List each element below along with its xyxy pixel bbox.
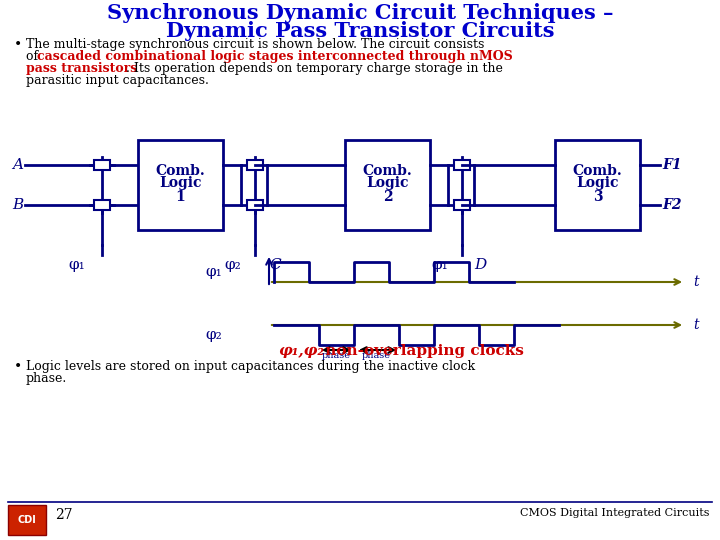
Text: Comb.: Comb. xyxy=(156,164,205,178)
Text: t: t xyxy=(693,318,698,332)
Text: CDI: CDI xyxy=(17,515,37,525)
Text: of: of xyxy=(26,50,42,63)
Text: . Its operation depends on temporary charge storage in the: . Its operation depends on temporary cha… xyxy=(126,62,503,75)
Text: Logic: Logic xyxy=(159,176,202,190)
Text: 3: 3 xyxy=(593,190,603,204)
Bar xyxy=(454,160,470,170)
Bar xyxy=(94,200,110,210)
Bar xyxy=(247,200,263,210)
Text: 1: 1 xyxy=(176,190,185,204)
Text: The multi-stage synchronous circuit is shown below. The circuit consists: The multi-stage synchronous circuit is s… xyxy=(26,38,485,51)
Text: non-overlapping clocks: non-overlapping clocks xyxy=(320,344,524,358)
Bar xyxy=(94,160,110,170)
Text: t: t xyxy=(693,275,698,289)
Bar xyxy=(555,140,640,230)
Text: 2: 2 xyxy=(383,190,392,204)
Text: parasitic input capacitances.: parasitic input capacitances. xyxy=(26,74,209,87)
Text: 27: 27 xyxy=(55,508,73,522)
Text: F2: F2 xyxy=(662,198,682,212)
Text: Dynamic Pass Transistor Circuits: Dynamic Pass Transistor Circuits xyxy=(166,21,554,41)
Text: φ₁,φ₂: φ₁,φ₂ xyxy=(278,344,324,358)
Text: φ₁: φ₁ xyxy=(206,265,222,279)
FancyBboxPatch shape xyxy=(8,505,46,535)
Text: φ₂: φ₂ xyxy=(206,328,222,342)
Text: Logic: Logic xyxy=(366,176,409,190)
Text: phase: phase xyxy=(362,351,391,360)
Text: Logic: Logic xyxy=(576,176,618,190)
Text: cascaded combinational logic stages interconnected through nMOS: cascaded combinational logic stages inte… xyxy=(37,50,513,63)
Text: phase: phase xyxy=(322,351,351,360)
Text: Synchronous Dynamic Circuit Techniques –: Synchronous Dynamic Circuit Techniques – xyxy=(107,3,613,23)
Text: φ₂: φ₂ xyxy=(225,258,241,272)
Text: D: D xyxy=(474,258,486,272)
Text: CMOS Digital Integrated Circuits: CMOS Digital Integrated Circuits xyxy=(521,508,710,518)
Text: Logic levels are stored on input capacitances during the inactive clock: Logic levels are stored on input capacit… xyxy=(26,360,475,373)
Bar xyxy=(454,200,470,210)
Text: pass transistors: pass transistors xyxy=(26,62,138,75)
Bar xyxy=(247,160,263,170)
Text: Comb.: Comb. xyxy=(572,164,622,178)
Text: A: A xyxy=(12,158,23,172)
Text: F1: F1 xyxy=(662,158,682,172)
Text: phase.: phase. xyxy=(26,372,67,385)
Text: •: • xyxy=(14,38,22,52)
Bar xyxy=(345,140,430,230)
Text: •: • xyxy=(14,360,22,374)
Bar xyxy=(138,140,223,230)
Text: Comb.: Comb. xyxy=(363,164,413,178)
Text: φ₁: φ₁ xyxy=(68,258,86,272)
Text: C: C xyxy=(269,258,281,272)
Text: B: B xyxy=(12,198,23,212)
Text: φ₁: φ₁ xyxy=(431,258,449,272)
